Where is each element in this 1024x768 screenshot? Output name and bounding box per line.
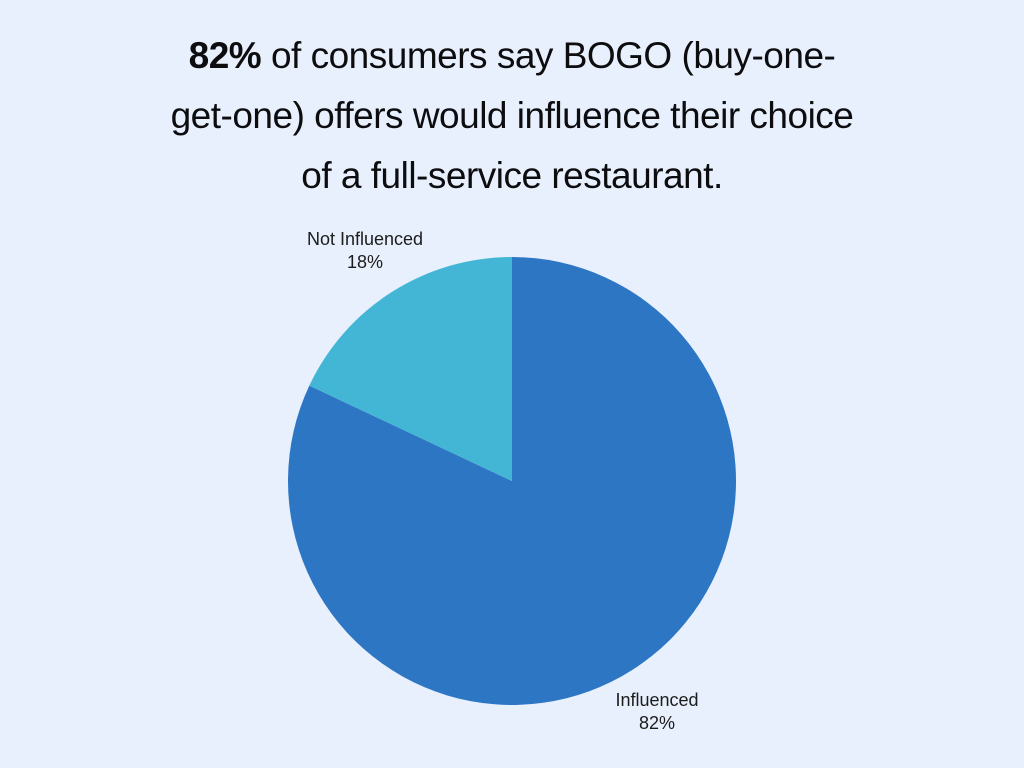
pie-label-value: 18%: [346, 252, 384, 272]
pie-label-name: Not Influenced: [306, 229, 424, 249]
pie-slice-not-influenced: [309, 257, 512, 481]
title-stat: 82%: [188, 35, 262, 76]
page-title: 82% of consumers say BOGO (buy-one-get-o…: [162, 26, 862, 206]
pie-slice-influenced: [288, 257, 737, 705]
pie-label-name: Influenced: [615, 690, 699, 710]
title-text: of consumers say BOGO (buy-one-get-one) …: [170, 35, 854, 196]
pie-label-influenced: Influenced 82%: [615, 689, 698, 735]
pie-chart: [288, 257, 737, 705]
pie-label-value: 82%: [638, 713, 676, 733]
pie-label-not-influenced: Not Influenced 18%: [307, 228, 423, 274]
